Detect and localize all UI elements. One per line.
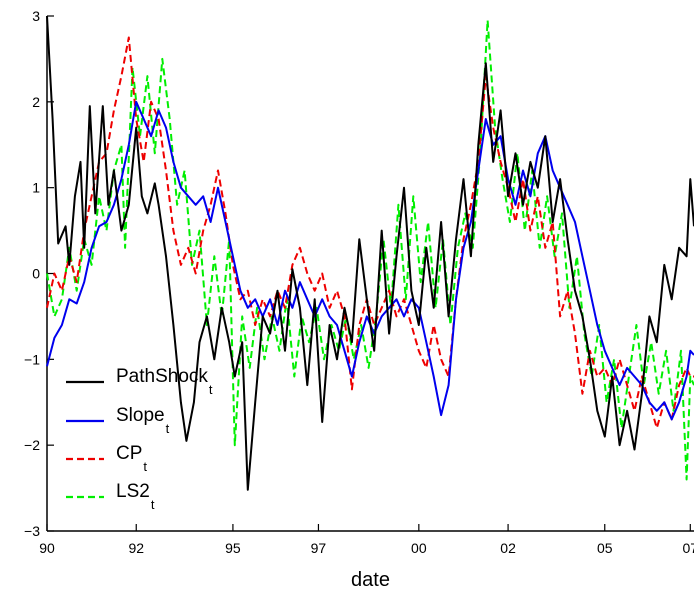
series-line-cp xyxy=(46,36,694,429)
legend-label-text: PathShock xyxy=(116,366,208,387)
x-axis-title: date xyxy=(351,569,390,591)
legend-label-text: Slope xyxy=(116,405,165,426)
series-line-pathshock xyxy=(46,15,694,491)
y-tick-label: −1 xyxy=(24,351,40,367)
legend-label-subscript: t xyxy=(166,421,170,436)
y-tick-label: −3 xyxy=(24,523,40,539)
x-tick-label: 02 xyxy=(500,540,516,556)
x-tick-label: 00 xyxy=(411,540,427,556)
legend-label-subscript: t xyxy=(143,459,147,474)
y-axis: 3 2 1 0 −1 −2 −3 xyxy=(24,8,54,539)
series-layer xyxy=(46,15,694,491)
y-tick-label: 1 xyxy=(32,180,40,196)
x-axis: 90 92 95 97 00 02 05 07 xyxy=(39,524,694,556)
legend-label-subscript: t xyxy=(151,497,155,512)
legend-label-pathshock: PathShockt xyxy=(116,366,213,397)
y-tick-label: −2 xyxy=(24,437,40,453)
x-tick-label: 90 xyxy=(39,540,55,556)
legend-label-ls2: LS2t xyxy=(116,481,155,512)
legend-label-cp: CPt xyxy=(116,443,147,474)
x-tick-label: 05 xyxy=(597,540,613,556)
x-tick-label: 92 xyxy=(128,540,144,556)
y-tick-label: 2 xyxy=(32,94,40,110)
x-tick-label: 07 xyxy=(682,540,694,556)
x-tick-label: 97 xyxy=(311,540,327,556)
series-line-slope xyxy=(46,100,694,421)
y-tick-label: 3 xyxy=(32,8,40,24)
legend-label-subscript: t xyxy=(209,382,213,397)
legend-label-text: LS2 xyxy=(116,481,150,502)
x-tick-label: 95 xyxy=(225,540,241,556)
y-tick-label: 0 xyxy=(32,266,40,282)
legend-label-slope: Slopet xyxy=(116,405,170,436)
legend-label-text: CP xyxy=(116,443,142,464)
